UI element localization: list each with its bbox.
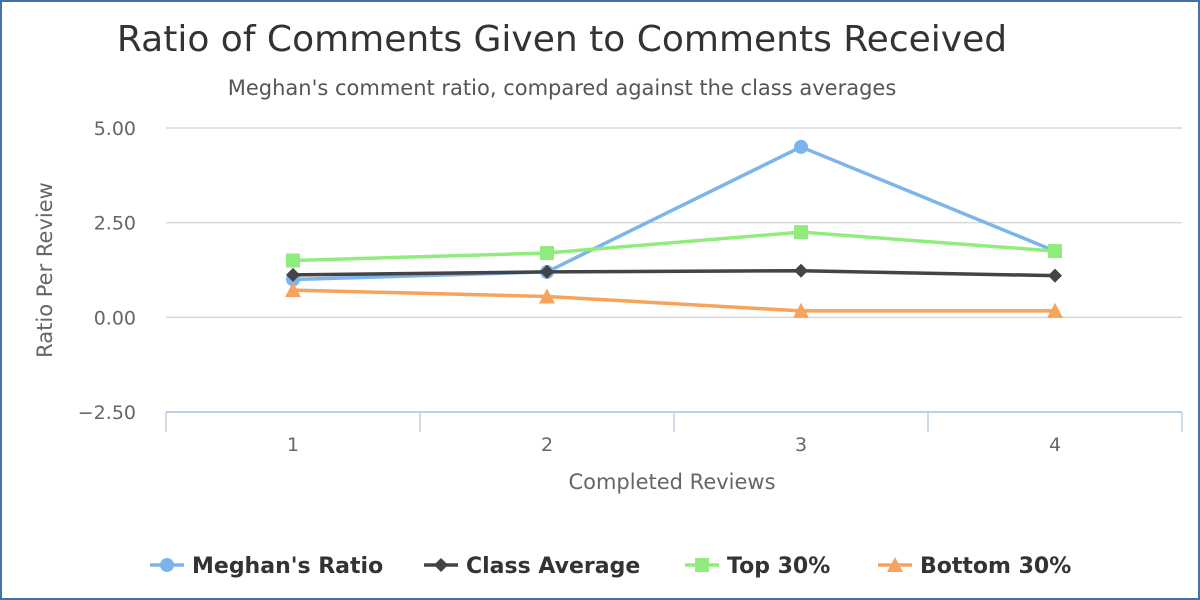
- series-line[interactable]: [292, 269, 1056, 278]
- series-group: [286, 139, 1062, 287]
- legend-marker[interactable]: [160, 558, 174, 572]
- legend-marker[interactable]: [695, 558, 709, 572]
- series-line[interactable]: [292, 288, 1055, 313]
- series-group: [286, 225, 1062, 268]
- y-tick-label: 0.00: [94, 307, 136, 329]
- data-point[interactable]: [285, 282, 301, 298]
- x-tick-label: 1: [287, 434, 299, 456]
- legend: Meghan's Ratio Class Average Top 30% Bottom…: [150, 554, 1071, 579]
- legend-label: Bottom 30%: [920, 554, 1071, 579]
- legend-item[interactable]: Top 30%: [685, 554, 830, 579]
- y-tick-label: 5.00: [94, 118, 136, 140]
- x-tick-label: 4: [1049, 434, 1061, 456]
- data-point[interactable]: [794, 263, 808, 278]
- chart-subtitle: Meghan's comment ratio, compared against…: [228, 76, 897, 100]
- series: [285, 139, 1063, 318]
- data-point[interactable]: [1048, 268, 1062, 283]
- legend-item[interactable]: Meghan's Ratio: [150, 554, 383, 579]
- legend-label: Top 30%: [727, 554, 830, 579]
- series-line[interactable]: [292, 145, 1056, 282]
- x-tick-label: 2: [541, 434, 553, 456]
- data-point[interactable]: [794, 139, 808, 154]
- data-point[interactable]: [793, 302, 809, 318]
- data-point[interactable]: [794, 225, 808, 240]
- x-tick-label: 3: [795, 434, 807, 456]
- x-axis-title: Completed Reviews: [568, 470, 775, 494]
- legend-marker[interactable]: [434, 558, 448, 572]
- legend-label: Class Average: [466, 554, 640, 579]
- chart-title: Ratio of Comments Given to Comments Rece…: [117, 19, 1007, 60]
- data-point[interactable]: [540, 245, 554, 260]
- legend-item[interactable]: Bottom 30%: [878, 554, 1071, 579]
- series-group: [285, 282, 1063, 318]
- y-axis-title: Ratio Per Review: [33, 182, 57, 358]
- legend-label: Meghan's Ratio: [192, 554, 383, 579]
- data-point[interactable]: [286, 253, 300, 268]
- series-line[interactable]: [292, 230, 1056, 263]
- data-point[interactable]: [539, 288, 555, 304]
- data-point[interactable]: [286, 267, 300, 282]
- data-point[interactable]: [1048, 244, 1062, 259]
- legend-item[interactable]: Class Average: [424, 554, 640, 579]
- data-point[interactable]: [1047, 302, 1063, 318]
- y-tick-label: −2.50: [78, 402, 136, 424]
- legend-marker[interactable]: [887, 557, 903, 572]
- y-tick-label: 2.50: [94, 213, 136, 235]
- series-group: [286, 263, 1062, 283]
- data-point[interactable]: [540, 264, 554, 279]
- axes: 5.00 2.50 0.00 −2.50 1 2 3 4: [78, 118, 1183, 456]
